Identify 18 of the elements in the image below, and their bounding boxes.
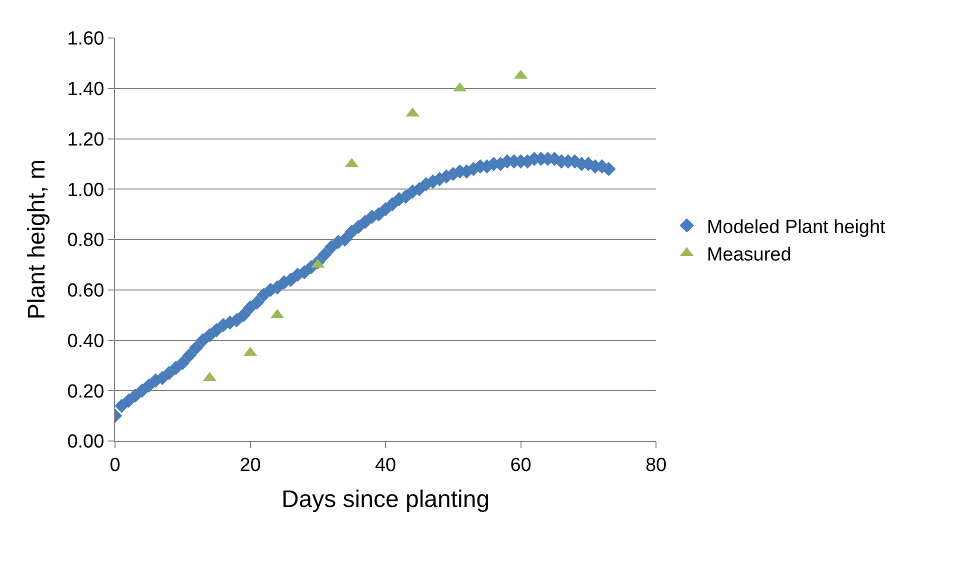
x-axis-title: Days since planting <box>281 486 490 514</box>
y-tick-label: 0.80 <box>67 230 104 252</box>
y-tick-label: 1.40 <box>67 79 104 100</box>
y-tick-label: 0.00 <box>67 432 104 453</box>
x-tick-label: 80 <box>645 454 667 476</box>
y-axis-title: Plant height, m <box>23 159 50 320</box>
y-tick-label: 1.20 <box>67 129 104 150</box>
legend-label: Measured <box>706 244 792 266</box>
x-tick-label: 40 <box>374 454 396 476</box>
y-tick-label: 0.60 <box>67 280 104 302</box>
y-tick-label: 0.20 <box>67 381 104 402</box>
y-tick-label: 1.00 <box>67 180 104 201</box>
x-tick-label: 0 <box>110 454 120 476</box>
y-tick-label: 0.40 <box>67 330 104 352</box>
y-tick-label: 1.60 <box>67 28 104 50</box>
legend-label: Modeled Plant height <box>706 216 886 238</box>
x-tick-label: 20 <box>240 454 261 476</box>
x-tick-label: 60 <box>510 454 532 476</box>
